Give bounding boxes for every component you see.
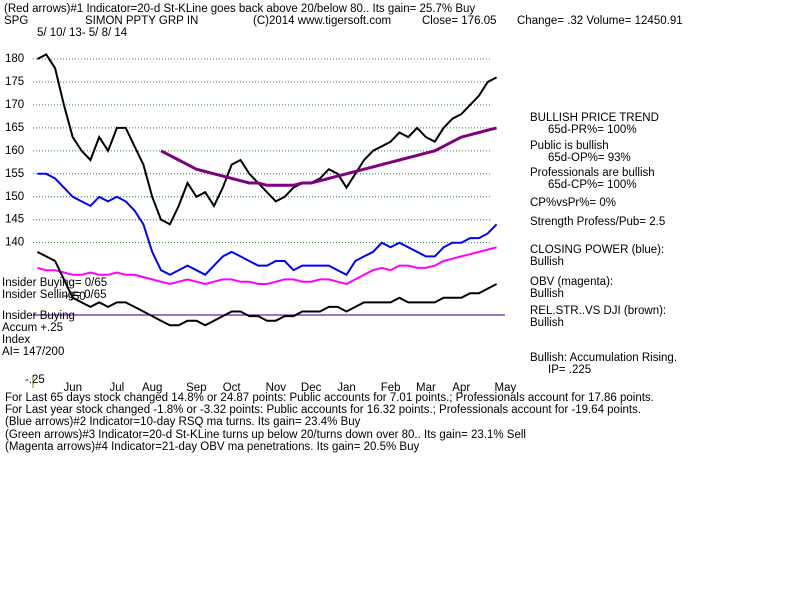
y-tick-label: 140 bbox=[5, 237, 24, 249]
y-tick-label: 180 bbox=[5, 53, 24, 65]
y-tick-label: 160 bbox=[5, 145, 24, 157]
header-text: (C)2014 www.tigersoft.com bbox=[253, 15, 391, 27]
header-text: (Red arrows)#1 Indicator=20-d St-KLine g… bbox=[4, 3, 475, 15]
side-text: IP= .225 bbox=[548, 364, 591, 376]
y-tick-label: 175 bbox=[5, 76, 24, 88]
side-text: Bullish bbox=[530, 256, 564, 268]
y-tick-label: 165 bbox=[5, 122, 24, 134]
side-text: CP%vsPr%= 0% bbox=[530, 197, 616, 209]
indicator-label: Insider Selling= 0/65 bbox=[2, 289, 107, 301]
side-text: 65d-PR%= 100% bbox=[548, 124, 637, 136]
x-tick-label: Jan bbox=[337, 382, 356, 394]
series-line bbox=[37, 172, 498, 277]
side-text: Professionals are bullish bbox=[530, 167, 655, 179]
x-tick-label: Feb bbox=[381, 382, 401, 394]
x-tick-label: Sep bbox=[186, 382, 206, 394]
x-tick-label: Jul bbox=[110, 382, 125, 394]
header-text: 5/ 10/ 13- 5/ 8/ 14 bbox=[37, 27, 128, 39]
y-tick-label: 145 bbox=[5, 214, 24, 226]
header-text: Close= 176.05 bbox=[422, 15, 497, 27]
series-line bbox=[36, 251, 498, 327]
indicator-label: AI= 147/200 bbox=[2, 346, 64, 358]
x-tick-label: Apr bbox=[452, 382, 470, 394]
side-text: Public is bullish bbox=[530, 140, 609, 152]
indicator-label: Index bbox=[2, 334, 30, 346]
indicator-label: Insider Buying bbox=[2, 310, 75, 322]
y-tick-label: 155 bbox=[5, 168, 24, 180]
series-line bbox=[37, 246, 497, 286]
footer-text: For Last year stock changed -1.8% or -3.… bbox=[5, 404, 641, 416]
header-text: SPG bbox=[4, 15, 28, 27]
side-text: Bullish: Accumulation Rising. bbox=[530, 352, 677, 364]
indicator-label: -.25 bbox=[25, 374, 45, 386]
side-text: BULLISH PRICE TREND bbox=[530, 112, 659, 124]
side-text: 65d-OP%= 93% bbox=[548, 152, 631, 164]
x-tick-label: Mar bbox=[416, 382, 436, 394]
side-text: OBV (magenta): bbox=[530, 276, 613, 288]
y-tick-label: 150 bbox=[5, 191, 24, 203]
side-text: 65d-CP%= 100% bbox=[548, 179, 637, 191]
side-text: Bullish bbox=[530, 317, 564, 329]
y-tick-label: 170 bbox=[5, 99, 24, 111]
side-text: REL.STR..VS DJI (brown): bbox=[530, 305, 666, 317]
footer-text: (Green arrows)#3 Indicator=20-d St-KLine… bbox=[5, 429, 526, 441]
indicator-label: Insider Buying= 0/65 bbox=[2, 277, 107, 289]
side-text: Bullish bbox=[530, 288, 564, 300]
series-line bbox=[160, 126, 497, 187]
side-text: CLOSING POWER (blue): bbox=[530, 244, 664, 256]
footer-text: (Blue arrows)#2 Indicator=10-day RSQ ma … bbox=[5, 416, 361, 428]
x-tick-label: Jun bbox=[63, 382, 82, 394]
header-text: SIMON PPTY GRP IN bbox=[85, 15, 198, 27]
footer-text: For Last 65 days stock changed 14.8% or … bbox=[5, 392, 654, 404]
indicator-label: Accum +.25 bbox=[2, 322, 63, 334]
header-text: Change= .32 Volume= 12450.91 bbox=[517, 15, 683, 27]
x-tick-label: Dec bbox=[301, 382, 322, 394]
x-tick-label: May bbox=[495, 382, 517, 394]
indicator-label: +.50 bbox=[63, 291, 86, 303]
x-tick-label: Aug bbox=[142, 382, 162, 394]
side-text: Strength Profess/Pub= 2.5 bbox=[530, 216, 665, 228]
x-tick-label: Oct bbox=[223, 382, 242, 394]
series-line bbox=[36, 53, 498, 226]
x-tick-label: Nov bbox=[266, 382, 287, 394]
footer-text: (Magenta arrows)#4 Indicator=21-day OBV … bbox=[5, 441, 419, 453]
